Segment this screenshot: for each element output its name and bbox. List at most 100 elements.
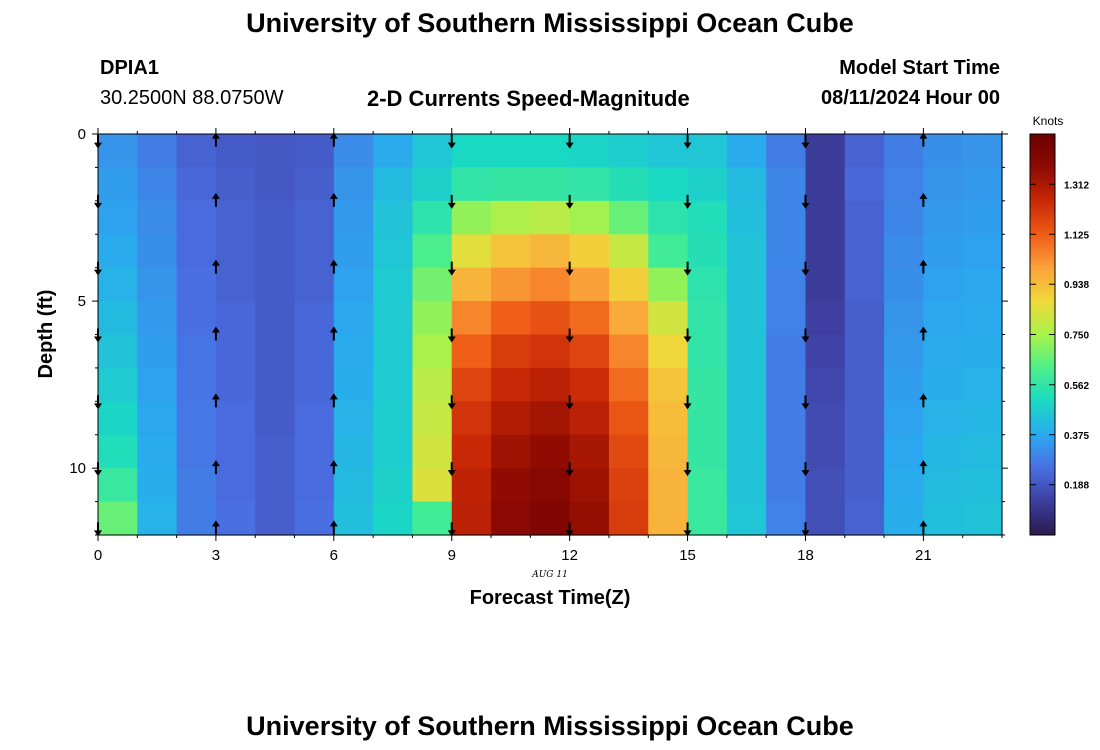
current-arrow: [565, 328, 574, 343]
current-arrow: [211, 460, 220, 475]
current-arrow: [565, 395, 574, 410]
arrow-head: [801, 470, 810, 477]
heatmap-cell: [137, 301, 178, 336]
current-arrow: [919, 393, 928, 408]
current-arrow: [447, 522, 456, 537]
arrow-head: [211, 326, 220, 333]
colorbar-tick-label: 1.125: [1064, 230, 1089, 241]
arrow-head: [211, 132, 220, 139]
heatmap-cell: [687, 367, 728, 402]
heatmap-cell: [176, 434, 217, 469]
heatmap-cell: [215, 334, 256, 369]
heatmap-cell: [687, 434, 728, 469]
heatmap-cell: [766, 468, 807, 503]
heatmap-cell: [333, 267, 374, 302]
arrow-head: [683, 142, 692, 149]
current-arrow: [329, 259, 338, 274]
heatmap-cell: [98, 334, 138, 369]
heatmap-cell: [333, 501, 374, 536]
heatmap-cell: [255, 134, 296, 169]
heatmap-cell: [412, 267, 453, 302]
heatmap-cell: [255, 334, 296, 369]
heatmap-cell: [608, 367, 649, 402]
heatmap-cell: [530, 200, 571, 235]
heatmap-cell: [687, 234, 728, 269]
heatmap-cell: [569, 434, 610, 469]
heatmap-cell: [373, 234, 414, 269]
arrow-head: [801, 403, 810, 410]
heatmap-cell: [137, 367, 178, 402]
heatmap-cell: [98, 234, 138, 269]
heatmap-cell: [255, 234, 296, 269]
heatmap-cell: [215, 301, 256, 336]
x-tick-label: 12: [561, 547, 578, 564]
heatmap-cell: [451, 301, 492, 336]
current-arrow: [211, 520, 220, 535]
heatmap-cell: [255, 167, 296, 202]
heatmap-cell: [333, 301, 374, 336]
heatmap-cell: [844, 267, 885, 302]
heatmap-cell: [962, 434, 1003, 469]
heatmap-cell: [726, 468, 767, 503]
heatmap-cell: [805, 167, 846, 202]
x-tick-label: 15: [679, 547, 696, 564]
heatmap-cell: [569, 301, 610, 336]
heatmap-cell: [569, 501, 610, 536]
heatmap-cell: [294, 434, 335, 469]
heatmap-cell: [884, 267, 924, 302]
arrow-head: [683, 530, 692, 537]
heatmap-cell: [884, 134, 924, 169]
current-arrow: [329, 393, 338, 408]
heatmap-cell: [648, 167, 689, 202]
arrow-head: [683, 336, 692, 343]
heatmap-cell: [726, 334, 767, 369]
heatmap-cell: [805, 434, 846, 469]
heatmap-cell: [451, 468, 492, 503]
heatmap-cell: [962, 367, 1003, 402]
arrow-head: [565, 269, 574, 276]
heatmap-cell: [294, 234, 335, 269]
date-sublabel: AUG 11: [531, 570, 568, 580]
heatmap-cell: [962, 134, 1003, 169]
heatmap-cell: [412, 334, 453, 369]
heatmap-cell: [215, 234, 256, 269]
heatmap-cell: [962, 501, 1003, 536]
heatmap-cell: [648, 134, 689, 169]
heatmap-cell: [962, 234, 1003, 269]
arrow-head: [801, 336, 810, 343]
arrow-head: [211, 192, 220, 199]
heatmap-cell: [137, 334, 178, 369]
heatmap-cell: [884, 167, 924, 202]
current-arrow: [329, 520, 338, 535]
heatmap-cell: [766, 401, 807, 436]
heatmap-cell: [687, 334, 728, 369]
page-title-bottom: University of Southern Mississippi Ocean…: [246, 711, 854, 741]
heatmap-cell: [373, 267, 414, 302]
arrow-head: [919, 259, 928, 266]
arrow-head: [801, 142, 810, 149]
heatmap-cell: [884, 501, 924, 536]
heatmap-cell: [884, 200, 924, 235]
heatmap-cell: [608, 267, 649, 302]
colorbar-tick-label: 0.750: [1064, 331, 1089, 342]
heatmap-cell: [726, 167, 767, 202]
heatmap-cell: [98, 134, 138, 169]
heatmap-cell: [215, 501, 256, 536]
heatmap-cell: [294, 267, 335, 302]
heatmap-cell: [98, 501, 138, 536]
heatmap-cell: [962, 468, 1003, 503]
heatmap-cell: [176, 301, 217, 336]
heatmap-cell: [215, 401, 256, 436]
heatmap-cell: [530, 234, 571, 269]
heatmap-cell: [412, 401, 453, 436]
heatmap-cell: [884, 367, 924, 402]
y-tick-label: 10: [69, 460, 86, 477]
arrow-head: [211, 520, 220, 527]
heatmap-cell: [98, 468, 138, 503]
heatmap-cell: [648, 468, 689, 503]
heatmap-cell: [176, 367, 217, 402]
heatmap-cell: [530, 367, 571, 402]
heatmap-cell: [294, 401, 335, 436]
heatmap-cell: [569, 167, 610, 202]
arrow-head: [801, 269, 810, 276]
